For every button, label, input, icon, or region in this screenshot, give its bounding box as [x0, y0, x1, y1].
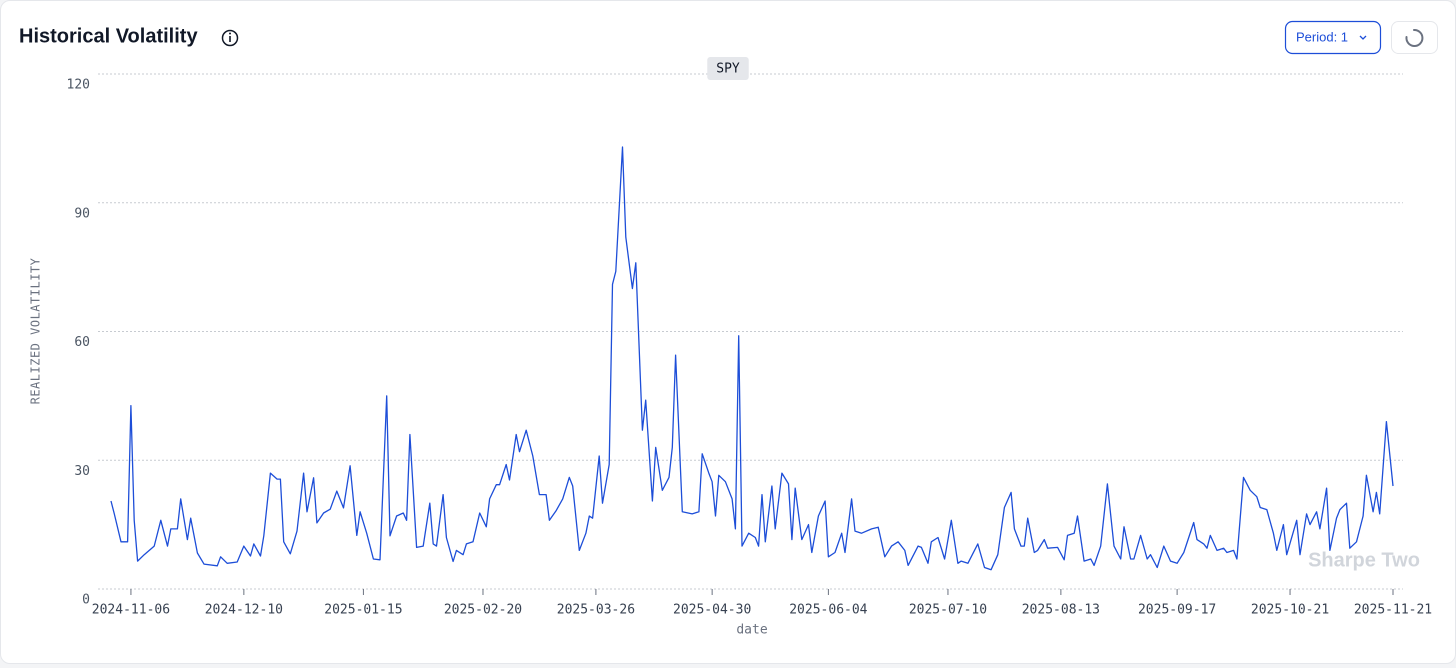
x-tick-label: 2025-02-20 — [444, 603, 522, 618]
x-tick-label: 2025-08-13 — [1022, 603, 1100, 618]
legend-chip — [707, 57, 749, 80]
x-tick-label: 2024-11-06 — [92, 603, 170, 618]
y-tick-label: 120 — [67, 78, 90, 93]
series-line — [110, 146, 1394, 571]
y-tick-label: 90 — [74, 206, 90, 221]
legend-item: SPY — [707, 57, 749, 80]
x-tick-label: 2025-11-21 — [1354, 603, 1432, 618]
legend-label: SPY — [716, 62, 740, 77]
chart-title: Historical Volatility — [19, 25, 198, 47]
x-tick-label: 2025-10-21 — [1251, 603, 1329, 618]
x-tick-label: 2025-07-10 — [909, 603, 987, 618]
y-tick-label: 0 — [82, 593, 90, 608]
refresh-button[interactable] — [1391, 21, 1438, 54]
x-axis-label: date — [736, 623, 767, 638]
info-icon[interactable] — [221, 29, 239, 47]
y-tick-label: 30 — [74, 464, 90, 479]
x-tick-label: 2025-04-30 — [673, 603, 751, 618]
x-tick-label: 2025-06-04 — [789, 603, 867, 618]
watermark: Sharpe Two — [1308, 549, 1420, 571]
x-tick-label: 2024-12-10 — [205, 603, 283, 618]
y-axis-label: REALIZED VOLATILITY — [29, 257, 43, 404]
period-label: Period: 1 — [1296, 29, 1348, 44]
x-tick-label: 2025-09-17 — [1138, 603, 1216, 618]
y-tick-label: 60 — [74, 335, 90, 350]
period-button[interactable]: Period: 1 — [1284, 20, 1382, 55]
x-tick-label: 2025-03-26 — [557, 603, 635, 618]
x-tick-label: 2025-01-15 — [324, 603, 402, 618]
